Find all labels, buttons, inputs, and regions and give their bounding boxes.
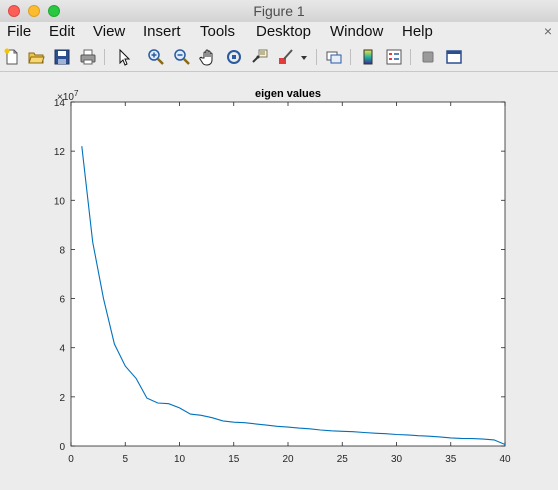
menu-edit[interactable]: Edit [49, 23, 75, 40]
eigen-values-line[interactable] [81, 146, 506, 446]
open-file-icon[interactable] [26, 47, 46, 67]
y-exponent-power: 7 [74, 89, 79, 98]
toolbar-separator [350, 49, 351, 65]
x-tick-label: 15 [228, 454, 240, 465]
x-tick-label: 25 [337, 454, 349, 465]
toolbar-separator [410, 49, 411, 65]
close-figure-menu-icon[interactable]: × [543, 23, 552, 39]
menu-insert[interactable]: Insert [143, 23, 181, 40]
title-bar: Figure 1 [0, 0, 558, 23]
y-tick-label: 8 [59, 245, 65, 256]
x-tick-label: 30 [391, 454, 403, 465]
y-tick-label: 0 [59, 442, 65, 453]
zoom-in-icon[interactable] [146, 47, 166, 67]
zoom-out-icon[interactable] [172, 47, 192, 67]
edit-plot-pointer-icon[interactable] [114, 47, 134, 67]
hide-plot-tools-icon[interactable] [418, 47, 438, 67]
menu-window[interactable]: Window [330, 23, 384, 40]
y-tick-label: 4 [59, 344, 65, 355]
eigen-values-plot[interactable]: 0 5 10 15 20 25 30 35 40 0 2 4 6 8 10 12 14×107 eigen val… [0, 72, 558, 490]
menu-file[interactable]: File [7, 23, 32, 40]
new-figure-icon[interactable] [2, 47, 22, 67]
close-window-button[interactable] [8, 5, 20, 17]
y-tick-label: 10 [54, 196, 66, 207]
menu-help[interactable]: Help [402, 23, 433, 40]
menu-tools[interactable]: Tools [200, 23, 236, 40]
insert-colorbar-icon[interactable] [358, 47, 378, 67]
brush-dropdown-icon[interactable] [298, 47, 310, 67]
minimize-window-button[interactable] [28, 5, 40, 17]
brush-icon[interactable] [276, 47, 296, 67]
window-title: Figure 1 [253, 3, 305, 19]
insert-legend-icon[interactable] [384, 47, 404, 67]
rotate-3d-icon[interactable] [224, 47, 244, 67]
y-tick-label: 12 [54, 147, 66, 158]
toolbar-separator [316, 49, 317, 65]
save-icon[interactable] [52, 47, 72, 67]
menu-desktop[interactable]: Desktop [256, 23, 312, 40]
y-tick-label: 6 [59, 295, 65, 306]
menu-bar: File Edit View Insert Tools Desktop Wind… [0, 22, 558, 43]
figure-canvas[interactable]: 0 5 10 15 20 25 30 35 40 0 2 4 6 8 10 12 14 ×107 eigen val… [0, 72, 558, 490]
y-tick-label: 14 [54, 98, 66, 109]
pan-hand-icon[interactable] [198, 47, 218, 67]
zoom-window-button[interactable] [48, 5, 60, 17]
print-icon[interactable] [78, 47, 98, 67]
y-exponent-label: ×107 [57, 89, 79, 103]
x-tick-label: 0 [68, 454, 74, 465]
y-tick-label: 2 [59, 393, 65, 404]
x-tick-label: 20 [282, 454, 294, 465]
x-tick-label: 35 [445, 454, 457, 465]
x-tick-label: 40 [499, 454, 511, 465]
show-plot-tools-icon[interactable] [444, 47, 464, 67]
chart-title: eigen values [255, 88, 321, 100]
figure-toolbar [0, 43, 558, 72]
data-cursor-icon[interactable] [250, 47, 270, 67]
link-plot-icon[interactable] [324, 47, 344, 67]
axes-box[interactable] [70, 101, 506, 447]
menu-view[interactable]: View [93, 23, 126, 40]
toolbar-separator [104, 49, 105, 65]
x-tick-label: 10 [174, 454, 186, 465]
x-tick-label: 5 [122, 454, 128, 465]
